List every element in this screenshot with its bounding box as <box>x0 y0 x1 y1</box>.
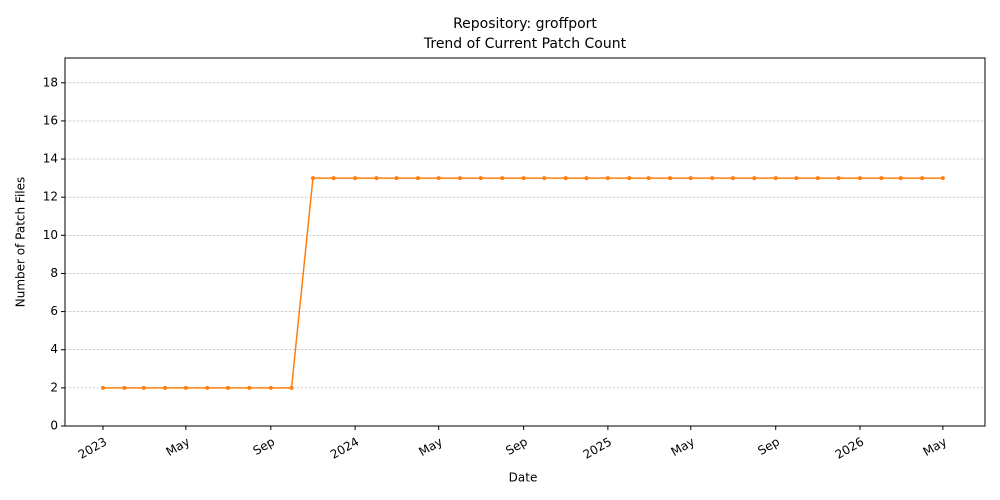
y-tick-label: 6 <box>50 304 58 318</box>
chart-subtitle: Trend of Current Patch Count <box>423 36 627 52</box>
y-axis-label: Number of Patch Files <box>14 177 28 308</box>
data-point <box>478 176 483 181</box>
y-tick-label: 12 <box>43 190 58 204</box>
x-tick-label: May <box>164 435 192 460</box>
series-line <box>102 177 943 389</box>
data-point <box>331 176 336 181</box>
data-point <box>458 176 463 181</box>
data-point <box>521 176 526 181</box>
data-point <box>226 385 231 390</box>
x-tick-label: 2023 <box>76 435 109 462</box>
data-point <box>205 385 210 390</box>
x-tick-label: May <box>416 435 444 460</box>
x-tick-label: 2024 <box>328 435 361 462</box>
data-point <box>436 176 441 181</box>
data-point <box>289 385 294 390</box>
data-point <box>394 176 399 181</box>
data-point <box>268 385 273 390</box>
data-point <box>141 385 146 390</box>
data-point <box>710 176 715 181</box>
data-point <box>898 176 903 181</box>
data-point <box>563 176 568 181</box>
x-tick-label: Sep <box>503 435 530 458</box>
data-point <box>730 176 735 181</box>
data-point <box>100 385 105 390</box>
data-point <box>415 176 420 181</box>
data-point <box>374 176 379 181</box>
y-tick-label: 16 <box>43 113 58 127</box>
y-tick-label: 0 <box>50 419 58 433</box>
x-tick-label: May <box>921 435 949 460</box>
x-tick-label: Sep <box>250 435 277 458</box>
data-point <box>183 385 188 390</box>
data-point <box>752 176 757 181</box>
y-tick-label: 4 <box>50 342 58 356</box>
y-tick-label: 8 <box>50 266 58 280</box>
data-point <box>500 176 505 181</box>
x-tick-label: 2025 <box>581 435 614 462</box>
data-point <box>920 176 925 181</box>
data-point <box>163 385 168 390</box>
data-point <box>794 176 799 181</box>
data-point <box>542 176 547 181</box>
data-point <box>836 176 841 181</box>
chart-title: Repository: groffport <box>453 16 597 32</box>
x-tick-label: 2026 <box>833 435 866 462</box>
y-tick-label: 2 <box>50 380 58 394</box>
x-tick-label: May <box>669 435 697 460</box>
data-point <box>879 176 884 181</box>
data-point <box>584 176 589 181</box>
y-tick-label: 18 <box>43 75 58 89</box>
data-point <box>605 176 610 181</box>
y-tick-label: 14 <box>43 152 58 166</box>
data-point <box>668 176 673 181</box>
data-point <box>627 176 632 181</box>
y-tick-label: 10 <box>43 228 58 242</box>
data-point <box>773 176 778 181</box>
data-point <box>688 176 693 181</box>
data-point <box>857 176 862 181</box>
data-point <box>310 176 315 181</box>
x-tick-label: Sep <box>755 435 782 458</box>
data-point <box>122 385 127 390</box>
plot-frame <box>64 57 986 427</box>
data-point <box>815 176 820 181</box>
x-axis-label: Date <box>509 471 538 485</box>
data-point <box>940 176 945 181</box>
data-point <box>247 385 252 390</box>
data-point <box>646 176 651 181</box>
data-point <box>353 176 358 181</box>
